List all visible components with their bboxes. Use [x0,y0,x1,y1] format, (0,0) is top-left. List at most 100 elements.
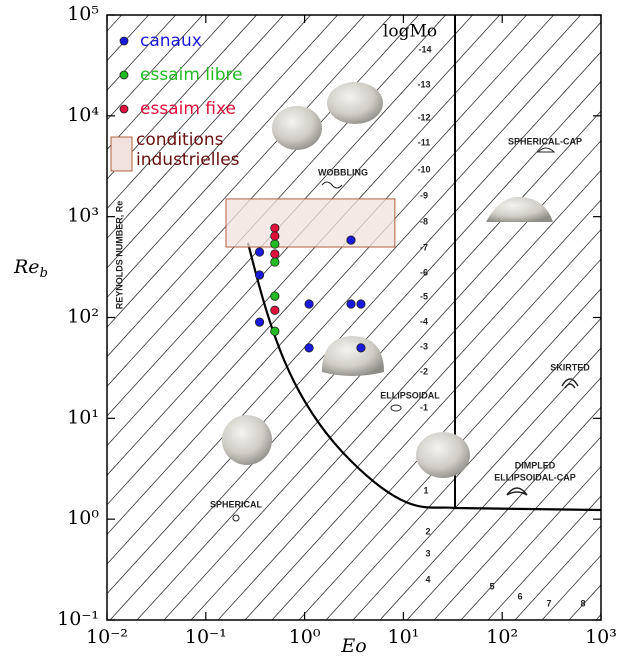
legend-marker [119,36,129,46]
point [270,231,280,241]
contour-line [107,21,601,565]
x-tick-label: 10⁻¹ [185,626,227,648]
y-tick-label: 10⁻¹ [57,608,99,630]
contour-line [163,140,601,620]
point [254,247,265,257]
mo-value: -11 [418,137,431,147]
annotation: REYNOLDS NUMBER, Re [114,201,124,310]
y-tick-label: 10² [67,306,99,328]
point [270,239,280,249]
contour-lines [0,0,601,620]
contour-line [460,465,601,620]
annotation: SPHERICAL-CAP [508,136,582,146]
legend-label-box: conditions industrielles [136,130,240,170]
point [270,291,280,301]
mo-value: 8 [580,598,585,608]
point [304,343,314,353]
contour-line [136,110,601,620]
x-tick-label: 10¹ [388,626,420,648]
annotation: ELLIPSOIDAL [380,390,440,400]
mo-value: 4 [425,574,430,584]
contour-line [379,377,601,620]
chart-layer: 10⁻² 10⁻¹ 10⁰ 10¹ 10² 10³10⁻¹10⁰10¹10²10³10⁴1… [13,3,617,657]
contour-line [107,15,285,210]
contour-line [352,347,601,620]
legend-label: canaux [140,31,202,51]
point [254,317,265,327]
mo-value: -1 [420,402,428,412]
contour-line [406,406,601,620]
bubble-shape [416,432,470,478]
mo-label: logMo [383,22,437,42]
y-axis-label-main: Re [13,256,40,278]
contour-line [107,15,177,91]
contour-line [298,288,601,620]
shape-icon [390,404,402,412]
bubble-shape [272,106,322,150]
mo-value: -5 [420,291,428,301]
annotation: WOBBLING [318,167,368,177]
point [304,299,314,309]
contour-line [107,15,339,269]
y-tick-label: 10³ [67,205,99,227]
contour-line [0,0,55,620]
legend-marker [119,104,129,114]
region [225,198,396,248]
legend-marker [119,70,129,80]
contour-line [271,258,601,620]
mo-value: -8 [420,216,428,226]
shape-icon [536,147,556,153]
mo-value: 6 [517,591,522,601]
point [254,270,265,280]
contour-line [109,80,601,620]
annotation: SPHERICAL [210,499,263,509]
regime-boundary [246,242,602,512]
bubble-shape [222,415,272,465]
contour-line [433,436,601,620]
shape-icon [561,378,579,389]
contour-line [107,15,258,180]
contour-line [0,0,28,620]
point [356,343,366,353]
contour-line [487,495,601,620]
contour-line [107,15,474,417]
legend-label: essaim fixe [140,99,236,119]
contour-line [568,584,601,620]
point [270,257,280,267]
mo-value: -13 [417,79,430,89]
contour-line [107,15,312,239]
legend-marker [110,136,133,172]
contour-line [107,15,366,299]
y-tick-label: 10⁵ [67,3,99,25]
point [270,223,280,233]
x-tick-label: 10³ [585,626,617,648]
annotation: DIMPLED [515,460,556,470]
bubble-shape [322,336,384,376]
mo-value: -7 [420,242,428,252]
shape-icon [321,181,343,189]
y-axis-label-sub: b [40,266,48,281]
x-tick-label: 10² [486,626,518,648]
contour-line [107,15,582,536]
mo-value: -9 [420,190,428,200]
mo-value: -2 [420,366,428,376]
point [346,299,356,309]
y-axis-label: Reb [13,256,48,281]
bubble-shapes [222,82,579,522]
contour-line [107,15,528,476]
contour-line [514,525,601,620]
y-tick-label: 10⁰ [67,507,99,529]
contour-line [0,0,1,620]
contour-line [190,169,601,620]
mo-value: -12 [417,112,430,122]
x-axis-label: Eo [340,635,366,657]
mo-value: 5 [489,581,494,591]
contour-line [107,15,393,328]
contour-line [107,15,447,387]
mo-value: 2 [425,526,430,536]
point [270,305,280,315]
contour-line [107,15,420,358]
y-tick-label: 10⁴ [67,104,99,126]
legend-label: essaim libre [140,65,243,85]
